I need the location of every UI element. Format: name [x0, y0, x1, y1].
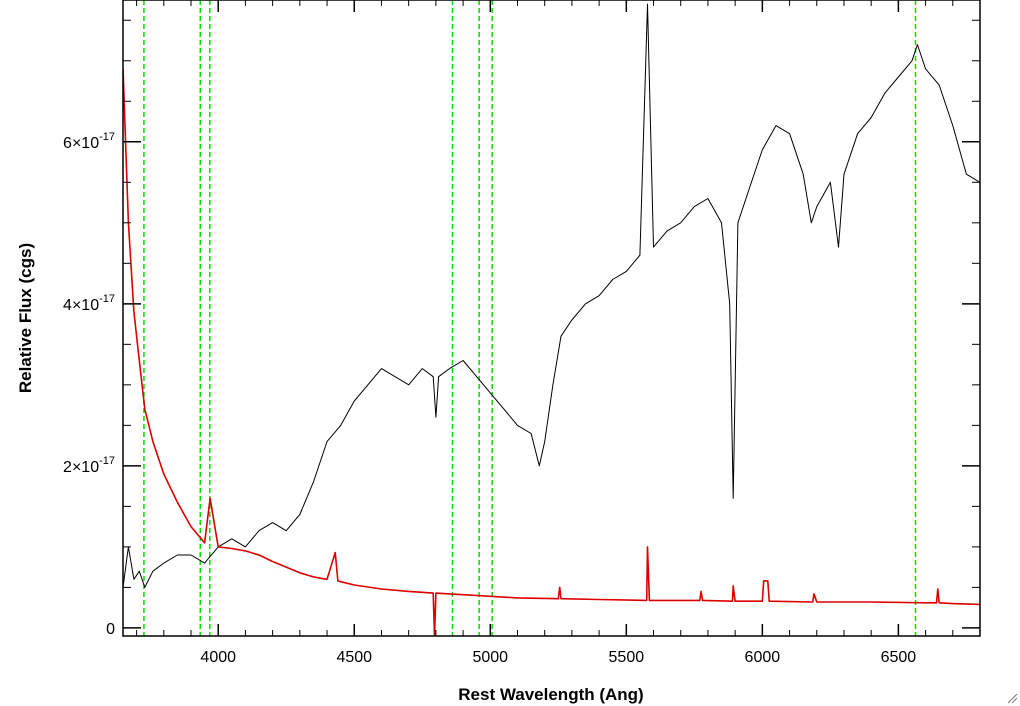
x-axis-title: Rest Wavelength (Ang)	[458, 685, 643, 704]
plot-frame	[122, 0, 981, 637]
x-tick-label: 4000	[200, 649, 236, 666]
x-tick-label: 4500	[336, 649, 372, 666]
x-tick-label: 6000	[745, 649, 781, 666]
x-tick-label: 5000	[472, 649, 508, 666]
flux-spectrum-line	[123, 3, 980, 588]
x-tick-label: 6500	[881, 649, 917, 666]
resize-grip-icon[interactable]	[1006, 692, 1018, 704]
y-tick-labels: 0 2×10-17 4×10-17 6×10-17	[63, 131, 115, 638]
y-tick-label: 4×10-17	[63, 293, 115, 314]
series-layer	[123, 3, 980, 636]
error-spectrum-line	[123, 68, 980, 636]
y-tick-label: 0	[106, 621, 115, 638]
reference-lines	[143, 0, 917, 636]
axes	[122, 0, 981, 637]
y-tick-label: 2×10-17	[63, 455, 115, 476]
x-tick-labels: 4000 4500 5000 5500 6000 6500	[200, 649, 916, 666]
y-tick-label: 6×10-17	[63, 131, 115, 152]
y-axis-title: Relative Flux (cgs)	[16, 243, 35, 393]
x-tick-label: 5500	[609, 649, 645, 666]
